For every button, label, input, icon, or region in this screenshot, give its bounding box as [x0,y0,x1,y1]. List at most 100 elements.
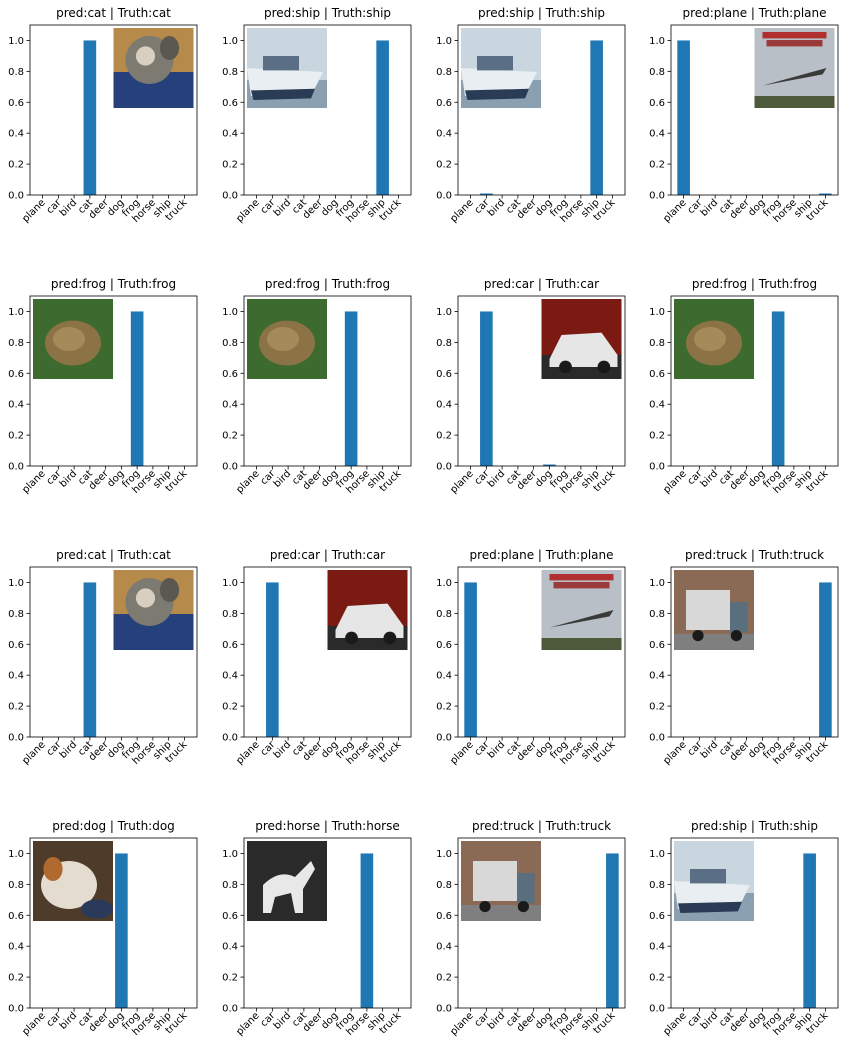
ship-thumbnail [674,841,754,921]
bar-plane [464,582,477,737]
axes-frame [457,566,626,738]
y-tick-label: 0.8 [436,609,452,620]
y-tick-label: 1.0 [436,578,452,589]
bar-truck [819,582,832,737]
chart-title: pred:frog | Truth:frog [692,277,817,291]
bar-frog [344,311,358,466]
chart-title: pred:car | Truth:car [270,548,385,562]
bar-ship [803,853,816,1008]
y-tick-label: 0.2 [8,702,24,713]
y-tick-label: 1.0 [8,307,24,318]
car-thumbnail [327,570,408,650]
y-tick-label: 0.0 [222,462,238,473]
axes-frame [457,295,626,467]
bar-frog [771,311,785,466]
y-tick-label: 1.0 [649,578,665,589]
chart-panel-12: pred:truck | Truth:truck 0.0 0.2 0.4 0.6 0.8 1… [649,548,839,767]
y-tick-label: 0.8 [8,338,24,349]
plane-thumbnail [754,28,835,108]
y-tick-label: 0.8 [222,338,238,349]
axes-frame [29,837,198,1009]
y-tick-label: 0.0 [8,462,24,473]
axes-frame [29,24,198,196]
y-tick-label: 0.6 [8,98,24,109]
chart-title: pred:cat | Truth:cat [56,548,171,562]
y-tick-label: 0.4 [8,671,24,682]
y-tick-label: 0.4 [222,671,238,682]
y-tick-label: 0.4 [649,129,665,140]
y-tick-label: 0.6 [8,911,24,922]
chart-title: pred:frog | Truth:frog [51,277,176,291]
y-tick-label: 0.6 [649,369,665,380]
axes-frame [670,566,839,738]
bar-plane [677,40,690,195]
cat-thumbnail [113,28,194,108]
y-tick-label: 0.8 [8,67,24,78]
y-tick-label: 0.6 [222,369,238,380]
y-tick-label: 0.0 [8,191,24,202]
bar-dog [115,853,128,1008]
y-tick-label: 0.0 [8,733,24,744]
y-tick-label: 0.8 [649,880,665,891]
y-tick-label: 0.8 [649,67,665,78]
y-tick-label: 1.0 [8,36,24,47]
y-tick-label: 0.8 [8,880,24,891]
y-tick-label: 0.4 [222,400,238,411]
axes-frame [243,566,412,738]
y-tick-label: 0.4 [649,400,665,411]
y-tick-label: 0.4 [436,942,452,953]
bar-horse [360,853,374,1008]
chart-panel-11: pred:plane | Truth:plane 0.0 0.2 0.4 0.6 0.8 1… [436,548,626,767]
bar-truck [606,853,619,1008]
chart-title: pred:ship | Truth:ship [264,6,391,20]
chart-title: pred:plane | Truth:plane [469,548,613,562]
y-tick-label: 0.4 [436,129,452,140]
chart-title: pred:car | Truth:car [484,277,599,291]
bar-cat [83,582,97,737]
y-tick-label: 0.8 [649,338,665,349]
ship-thumbnail [461,28,541,108]
y-tick-label: 0.6 [8,369,24,380]
y-tick-label: 0.6 [222,640,238,651]
y-tick-label: 1.0 [649,36,665,47]
y-tick-label: 0.2 [436,160,452,171]
y-tick-label: 0.0 [649,462,665,473]
y-tick-label: 1.0 [649,849,665,860]
y-tick-label: 0.6 [222,98,238,109]
axes-frame [243,24,412,196]
y-tick-label: 0.4 [649,671,665,682]
ship-thumbnail [247,28,327,108]
plane-thumbnail [541,570,622,650]
y-tick-label: 0.8 [436,338,452,349]
y-tick-label: 0.2 [222,431,238,442]
bar-ship [590,40,603,195]
y-tick-label: 0.0 [649,733,665,744]
y-tick-label: 1.0 [8,849,24,860]
axes-frame [670,837,839,1009]
y-tick-label: 0.8 [222,67,238,78]
y-tick-label: 0.8 [436,880,452,891]
y-tick-label: 0.2 [436,973,452,984]
y-tick-label: 1.0 [222,578,238,589]
y-tick-label: 0.2 [222,973,238,984]
y-tick-label: 0.0 [436,733,452,744]
panels-container: pred:cat | Truth:cat0.00.20.40.60.81.0pl… [8,6,839,1038]
y-tick-label: 0.2 [8,431,24,442]
y-tick-label: 0.0 [222,733,238,744]
y-tick-label: 0.4 [8,129,24,140]
y-tick-label: 0.6 [436,369,452,380]
y-tick-label: 0.2 [222,160,238,171]
bar-cat [83,40,97,195]
chart-title: pred:ship | Truth:ship [478,6,605,20]
y-tick-label: 0.4 [649,942,665,953]
bar-ship [376,40,389,195]
y-tick-label: 0.6 [649,911,665,922]
y-tick-label: 0.8 [222,880,238,891]
axes-frame [457,24,626,196]
y-tick-label: 0.2 [8,973,24,984]
bar-frog [130,311,144,466]
chart-title: pred:ship | Truth:ship [691,819,818,833]
chart-title: pred:truck | Truth:truck [472,819,611,833]
chart-title: pred:frog | Truth:frog [265,277,390,291]
